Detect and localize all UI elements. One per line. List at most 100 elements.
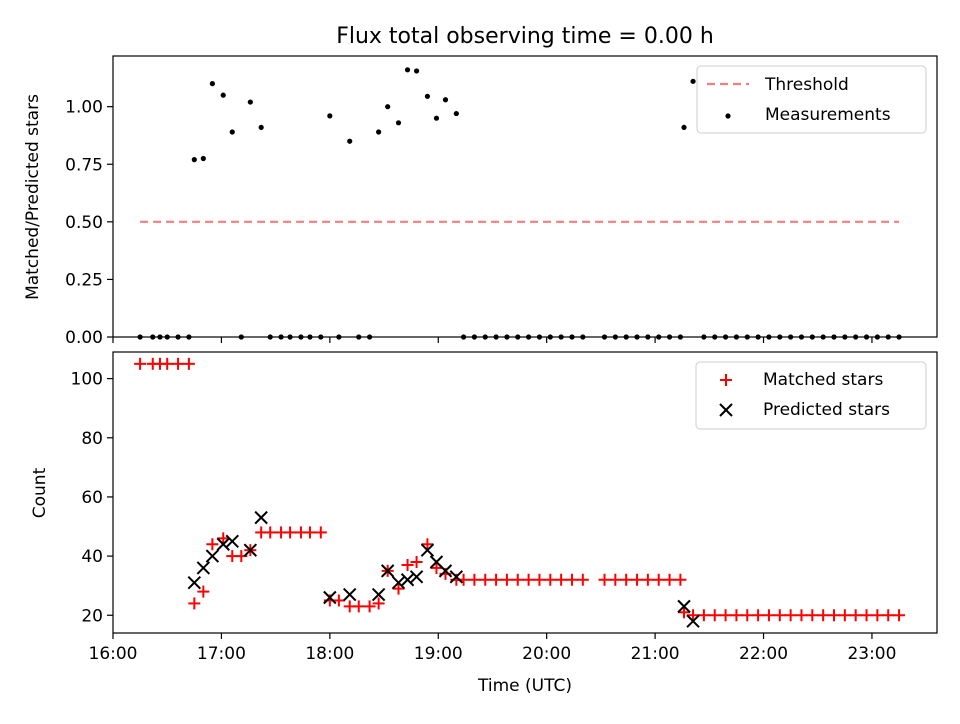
ratio-y-tick-label: 0.75 bbox=[65, 155, 103, 175]
predicted-star-marker bbox=[343, 587, 357, 602]
matched-star-marker bbox=[697, 609, 710, 622]
matched-star-marker bbox=[468, 573, 481, 586]
matched-star-marker bbox=[795, 609, 808, 622]
measurement-point bbox=[347, 138, 353, 144]
matched-star-marker bbox=[687, 609, 700, 622]
predicted-star-marker bbox=[323, 590, 337, 605]
measurement-point bbox=[247, 99, 253, 105]
predicted-star-marker bbox=[216, 537, 230, 551]
matched-star-marker bbox=[500, 573, 513, 586]
matched-star-marker bbox=[430, 561, 443, 574]
matched-star-marker bbox=[372, 597, 385, 610]
ratio-axes-frame bbox=[112, 55, 938, 338]
ratio-y-tick-label: 0.00 bbox=[65, 328, 103, 348]
matched-star-marker bbox=[817, 609, 830, 622]
count-y-axis-label: Count bbox=[30, 467, 50, 518]
ratio-y-ticks: 0.00 0.25 0.50 0.75 1.00 bbox=[65, 98, 113, 348]
matched-star-marker bbox=[555, 573, 568, 586]
matched-star-marker bbox=[730, 609, 743, 622]
predicted-star-marker bbox=[449, 570, 464, 584]
matched-star-marker bbox=[678, 606, 691, 619]
matched-star-marker bbox=[401, 558, 414, 571]
matched-star-marker bbox=[490, 573, 503, 586]
count-y-tick-label: 80 bbox=[81, 429, 103, 449]
matched-star-marker bbox=[641, 573, 654, 586]
count-x-tick-label: 22:00 bbox=[739, 644, 788, 664]
matched-legend-label: Matched stars bbox=[763, 370, 883, 390]
matched-star-marker bbox=[773, 609, 786, 622]
measurements-legend-label: Measurements bbox=[765, 105, 891, 125]
count-y-tick-label: 100 bbox=[71, 370, 103, 390]
measurement-point bbox=[327, 113, 333, 119]
ratio-legend: Threshold Measurements bbox=[696, 65, 927, 134]
measurement-point bbox=[376, 129, 382, 135]
matched-star-marker bbox=[806, 609, 819, 622]
threshold-legend-label: Threshold bbox=[764, 75, 849, 95]
matched-star-marker bbox=[741, 609, 754, 622]
predicted-star-marker bbox=[400, 573, 415, 587]
matched-star-marker bbox=[533, 573, 546, 586]
measurement-point bbox=[404, 67, 411, 73]
measurement-point bbox=[433, 115, 440, 121]
matched-star-marker bbox=[609, 573, 622, 586]
matched-star-marker bbox=[882, 609, 895, 622]
matched-star-marker bbox=[161, 357, 174, 370]
predicted-star-marker bbox=[205, 549, 220, 563]
count-x-tick-label: 18:00 bbox=[305, 644, 354, 664]
measurement-point bbox=[220, 92, 226, 98]
matched-star-marker bbox=[752, 609, 765, 622]
matched-star-marker bbox=[620, 573, 633, 586]
count-x-tick-label: 19:00 bbox=[414, 644, 463, 664]
predicted-star-marker bbox=[409, 570, 424, 584]
matched-star-marker bbox=[511, 573, 524, 586]
matched-star-marker bbox=[565, 573, 578, 586]
matched-star-marker bbox=[172, 357, 185, 370]
predicted-star-marker bbox=[391, 576, 406, 590]
measurement-point bbox=[395, 120, 402, 126]
count-x-tick-label: 17:00 bbox=[197, 644, 246, 664]
matched-star-marker bbox=[708, 609, 721, 622]
matched-star-marker bbox=[332, 594, 345, 607]
measurement-point bbox=[690, 78, 696, 84]
measurement-point bbox=[229, 129, 235, 135]
count-legend-box bbox=[695, 361, 927, 430]
matched-star-marker bbox=[392, 582, 405, 595]
ratio-y-tick-label: 0.25 bbox=[65, 270, 103, 290]
count-x-tick-label: 20:00 bbox=[522, 644, 571, 664]
matched-star-marker bbox=[838, 609, 851, 622]
predicted-star-marker bbox=[196, 561, 211, 575]
matched-star-marker bbox=[182, 357, 195, 370]
predicted-star-marker bbox=[243, 543, 258, 557]
predicted-legend-label: Predicted stars bbox=[763, 400, 890, 420]
matched-legend-swatch bbox=[720, 374, 732, 386]
measurement-point bbox=[209, 81, 215, 87]
predicted-star-marker bbox=[438, 564, 453, 578]
measurement-point bbox=[191, 157, 197, 163]
count-x-tick-label: 21:00 bbox=[631, 644, 680, 664]
matched-star-marker bbox=[576, 573, 589, 586]
count-x-tick-label: 16:00 bbox=[89, 644, 138, 664]
predicted-star-marker bbox=[225, 534, 239, 549]
predicted-star-marker bbox=[187, 576, 202, 590]
matched-star-marker bbox=[197, 585, 210, 598]
count-y-tick-label: 60 bbox=[81, 488, 103, 508]
matched-star-marker bbox=[264, 526, 277, 539]
matched-star-marker bbox=[421, 538, 434, 551]
ratio-y-tick-label: 1.00 bbox=[65, 98, 103, 118]
count-y-tick-label: 20 bbox=[81, 606, 103, 626]
matched-star-marker bbox=[893, 609, 906, 622]
matched-star-marker bbox=[522, 573, 535, 586]
matched-star-marker bbox=[598, 573, 611, 586]
matched-star-marker bbox=[544, 573, 557, 586]
ratio-y-tick-label: 0.50 bbox=[65, 213, 103, 233]
count-y-ticks: 20 40 60 80 100 bbox=[71, 370, 113, 626]
measurement-point bbox=[258, 124, 264, 131]
ratio-plot-area bbox=[137, 67, 902, 340]
matched-star-marker bbox=[410, 556, 423, 569]
matched-star-marker bbox=[860, 609, 873, 622]
count-axes-frame bbox=[112, 351, 938, 634]
count-panel: 20 40 60 80 100 16:00 17:00 18:00 19:00 20:00 21:… bbox=[30, 351, 938, 696]
matched-star-marker bbox=[303, 526, 316, 539]
measurement-point bbox=[681, 124, 687, 131]
